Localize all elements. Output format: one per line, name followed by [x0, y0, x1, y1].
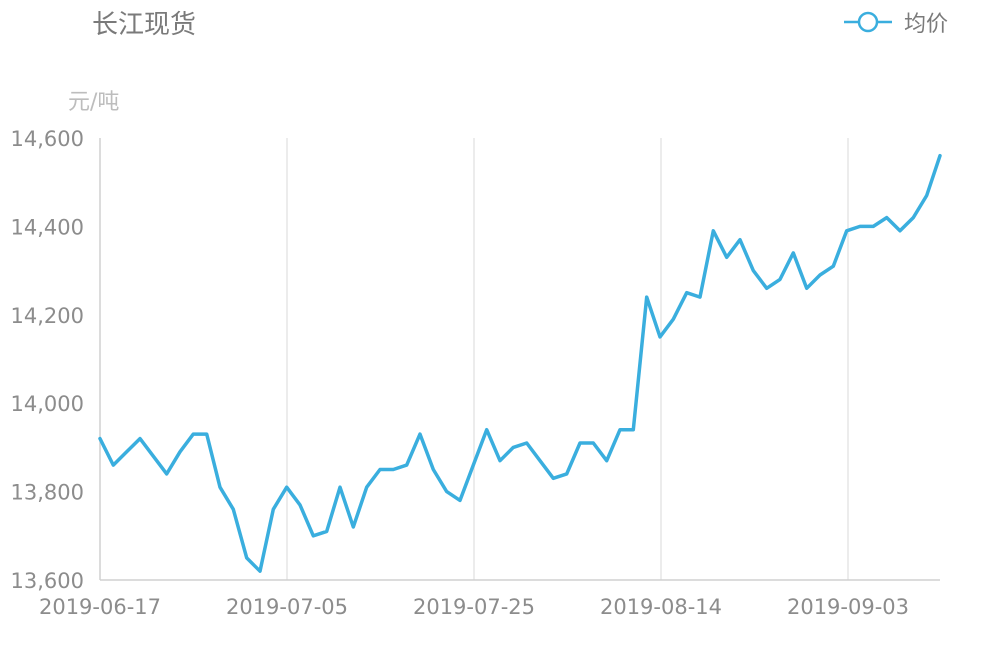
chart-title: 长江现货 — [92, 10, 197, 40]
y-tick-label: 14,200 — [11, 304, 84, 328]
legend[interactable]: 均价 — [842, 6, 948, 38]
y-tick-label: 14,400 — [11, 215, 84, 239]
legend-label: 均价 — [903, 12, 948, 37]
x-tick-label: 2019-07-25 — [413, 595, 535, 619]
y-tick-label: 14,000 — [11, 392, 84, 416]
legend-line-circle-icon — [843, 11, 892, 33]
y-tick-label: 14,600 — [11, 127, 84, 151]
y-axis-unit-label: 元/吨 — [68, 90, 120, 115]
series-line-avg-price — [98, 153, 942, 573]
x-tick-label: 2019-06-17 — [39, 595, 161, 619]
x-tick-label: 2019-07-05 — [226, 595, 348, 619]
y-tick-label: 13,800 — [11, 481, 84, 505]
y-tick-label: 13,600 — [11, 569, 84, 593]
x-tick-label: 2019-09-03 — [787, 595, 909, 619]
x-tick-label: 2019-08-14 — [600, 595, 722, 619]
